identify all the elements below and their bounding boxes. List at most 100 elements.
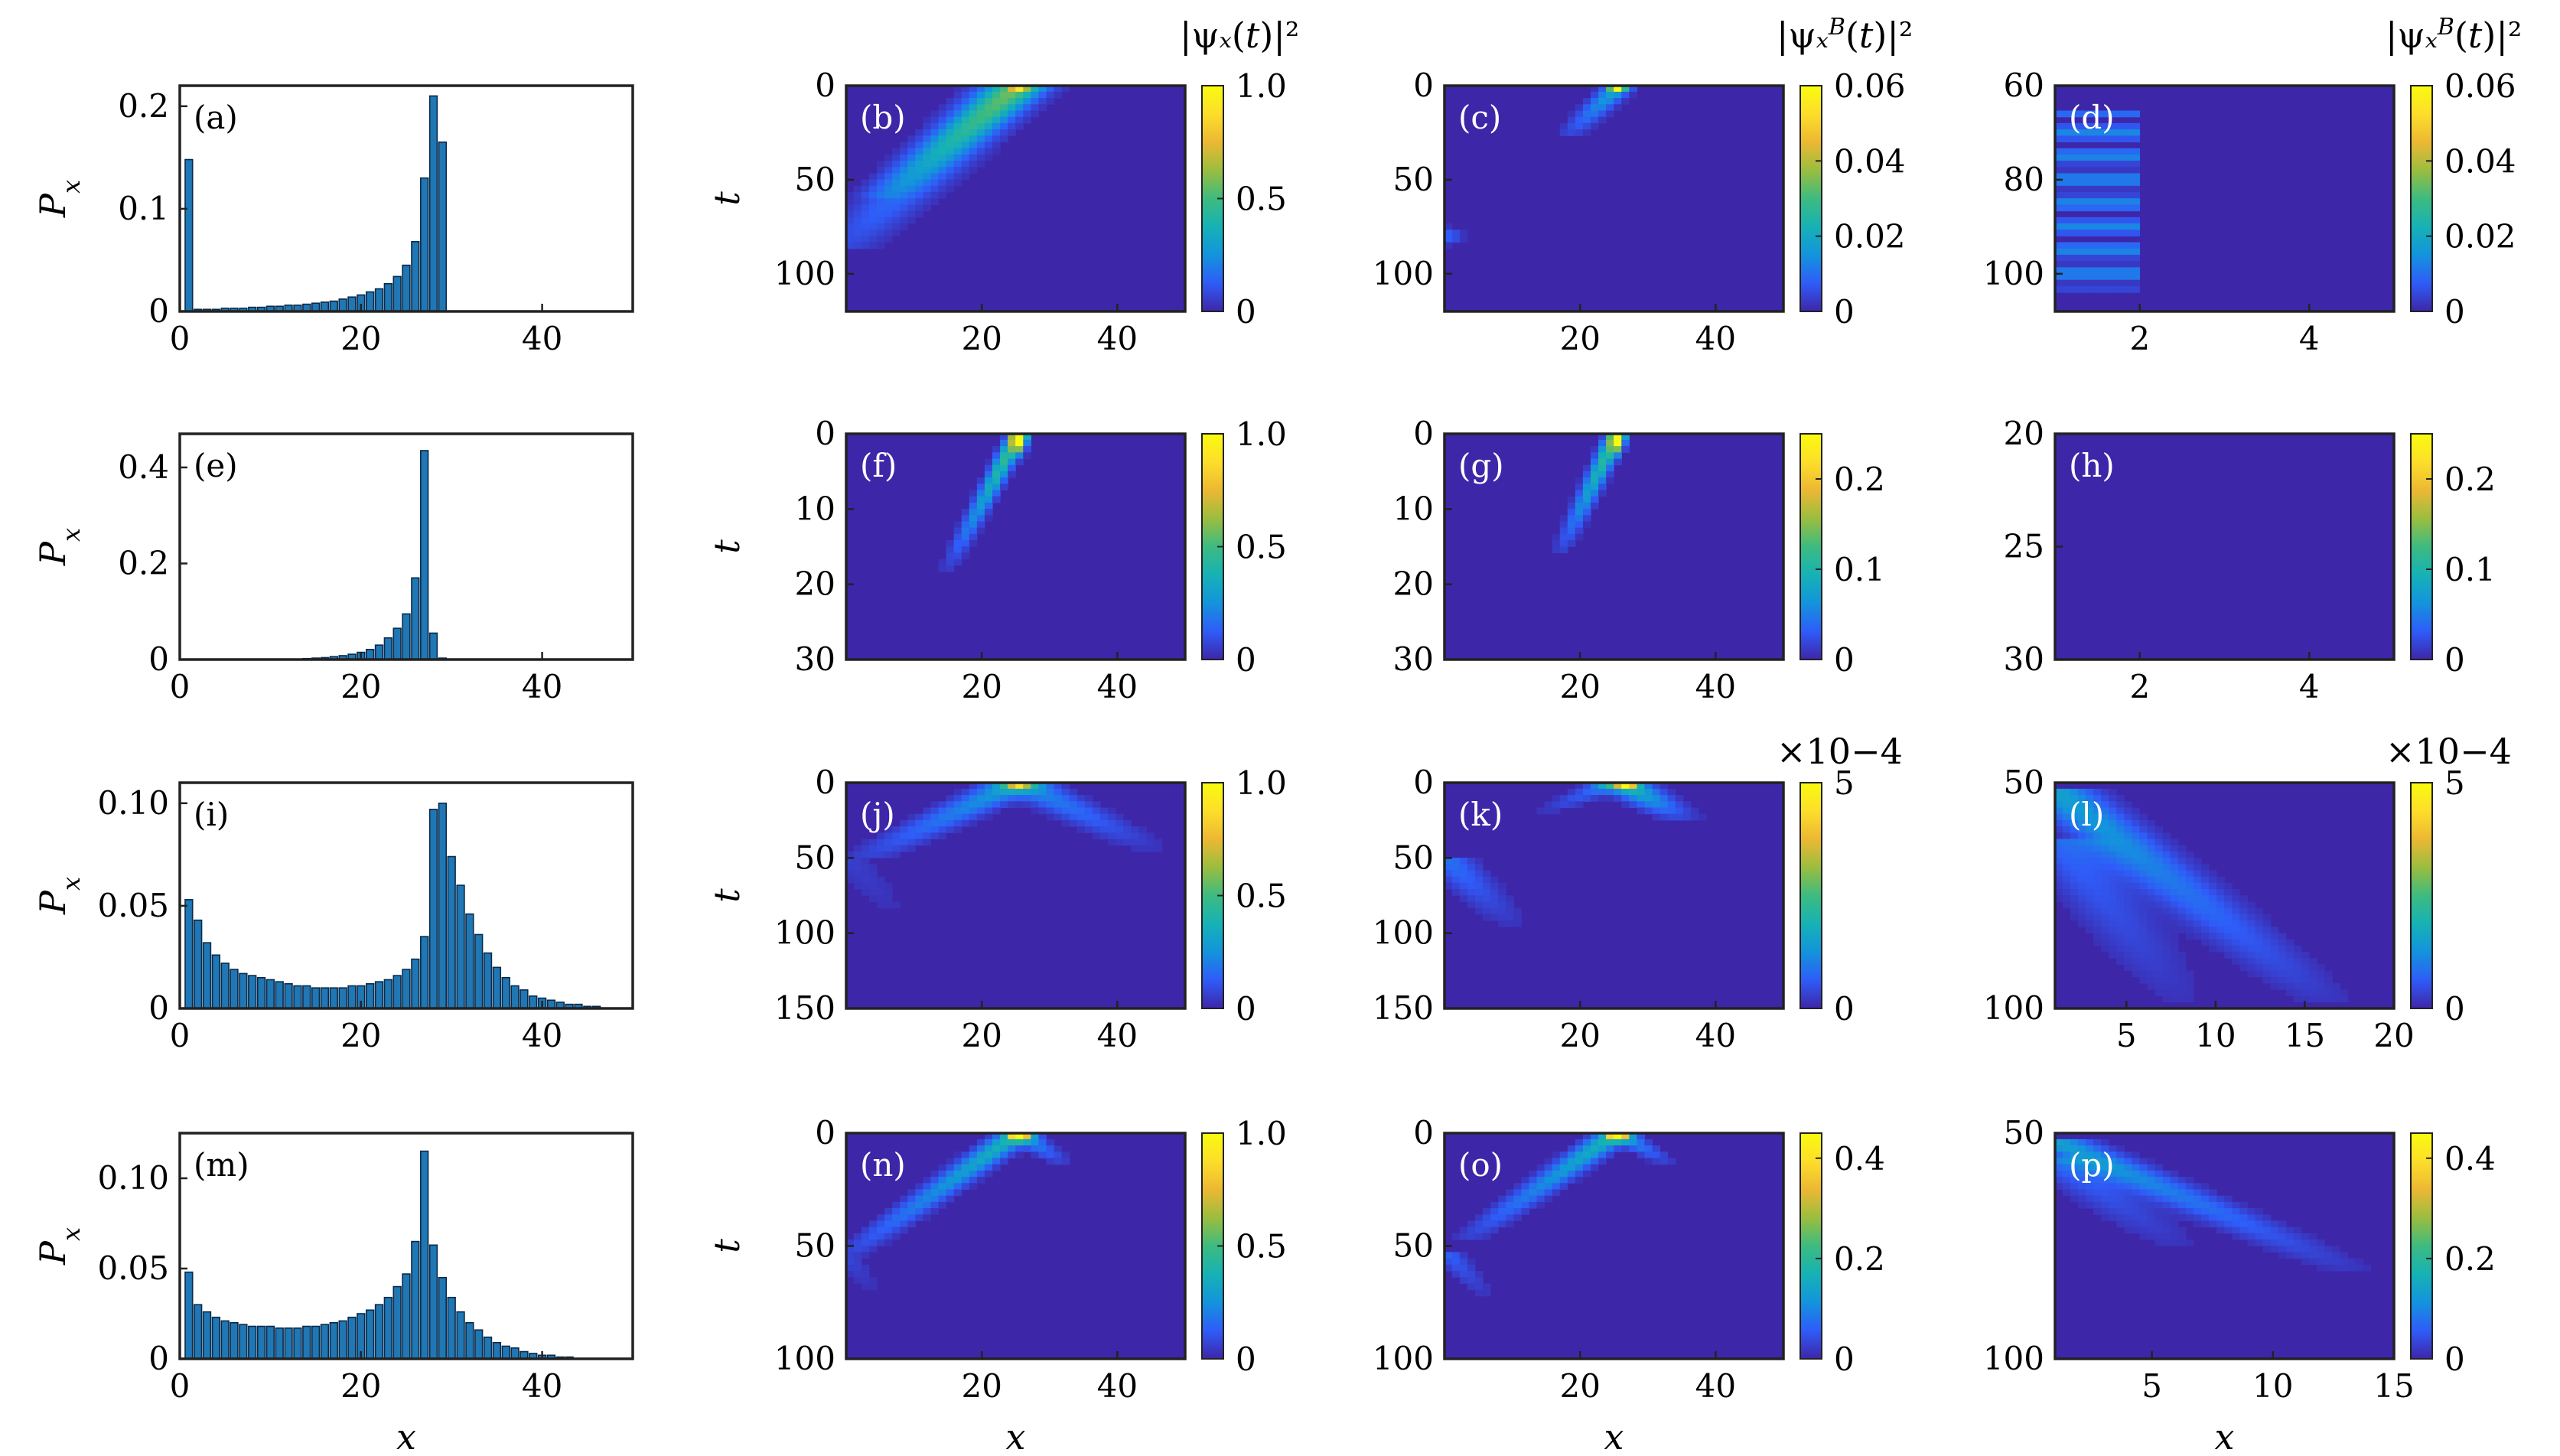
heatmap-cell (2239, 1208, 2249, 1215)
heatmap-cell (1467, 876, 1476, 884)
colorbar-gradient (1799, 1132, 1822, 1360)
heatmap-cell (2070, 285, 2079, 293)
heatmap-cell (2070, 185, 2079, 193)
heatmap-cell (1575, 1164, 1584, 1171)
heatmap-cell (2301, 970, 2310, 978)
heatmap-cell (892, 1220, 901, 1228)
heatmap-cell (2062, 230, 2071, 236)
heatmap-cell (1116, 819, 1124, 827)
x-tick-label: 40 (522, 1017, 562, 1054)
heatmap-cell (1138, 845, 1147, 852)
heatmap-cell (907, 845, 916, 852)
heatmap-cell (946, 179, 955, 187)
heatmap-cell (2293, 1239, 2302, 1246)
heatmap-cell (2147, 1158, 2156, 1165)
heatmap-cell (2155, 1177, 2164, 1184)
heatmap-cell (2132, 901, 2141, 909)
heatmap-cell (2270, 958, 2279, 965)
heatmap-cell (2317, 989, 2325, 996)
heatmap-cell (861, 185, 870, 193)
heatmap-cell (984, 801, 993, 809)
heatmap-cell (853, 1264, 862, 1272)
heatmap-cell (2077, 1183, 2086, 1191)
heatmap-cell (961, 552, 970, 560)
heatmap-cell (907, 826, 916, 833)
heatmap-cell (1614, 458, 1622, 466)
heatmap-cell (992, 122, 1001, 130)
heatmap-cell (2070, 1138, 2079, 1146)
heatmap-cell (2193, 895, 2202, 902)
heatmap-cell (2132, 1226, 2141, 1234)
heatmap-cell (1544, 1164, 1553, 1171)
heatmap-cell (868, 1239, 878, 1246)
heatmap-cell (2116, 945, 2125, 953)
heatmap-cell (2093, 1195, 2102, 1203)
heatmap-cell (892, 851, 901, 858)
heatmap-cell (2062, 279, 2071, 287)
heatmap-cell (2132, 1189, 2141, 1197)
heatmap-cell (2116, 1220, 2125, 1228)
heatmap-cell (2101, 279, 2109, 287)
heatmap-cell (868, 895, 878, 902)
colorbar-p: 00.20.4 (2410, 1132, 2496, 1378)
heatmap-cell (2185, 895, 2194, 902)
heatmap-cell (1575, 104, 1584, 112)
heatmap-cell (845, 210, 855, 218)
heatmap-cell (946, 559, 955, 566)
heatmap-cell (930, 198, 940, 205)
heatmap-cell (1092, 826, 1101, 833)
heatmap-cell (2085, 173, 2094, 181)
heatmap-cell (2116, 1145, 2125, 1152)
heatmap-cell (2070, 217, 2079, 224)
heatmap-cell (1659, 1158, 1669, 1165)
heatmap-cell (868, 889, 878, 896)
heatmap-cell (2101, 882, 2109, 890)
heatmap-cell (1575, 533, 1584, 541)
heatmap-cell (1582, 464, 1591, 472)
heatmap-cell (2124, 895, 2132, 902)
heatmap-cell (2147, 1170, 2156, 1178)
heatmap-cell (907, 167, 916, 174)
heatmap-cell (2147, 964, 2156, 972)
heatmap-cell (2209, 1189, 2217, 1197)
heatmap-cell (2155, 1233, 2164, 1240)
y-tick-label: 0 (1413, 67, 1434, 104)
heatmap-cell (2109, 858, 2117, 865)
colorbar-gradient (2410, 85, 2433, 312)
heatmap-cell (938, 1170, 947, 1178)
heatmap-cell (2162, 901, 2171, 909)
heatmap-cell (2139, 933, 2148, 940)
colorbar-tick-label: 0.06 (2444, 67, 2516, 105)
heatmap-cell (2085, 927, 2094, 933)
bar (483, 952, 493, 1009)
heatmap-cell (2216, 882, 2225, 890)
heatmap-cell (2262, 933, 2272, 940)
heatmap-cell (845, 223, 855, 230)
heatmap-cell (1552, 1170, 1561, 1178)
heatmap-cell (892, 1208, 901, 1215)
heatmap-cell (953, 1151, 962, 1159)
heatmap-cell (2093, 864, 2102, 871)
y-tick-label: 50 (1393, 1227, 1434, 1265)
heatmap-cell (1590, 1145, 1599, 1152)
heatmap-cell (1598, 471, 1607, 478)
heatmap-cell (923, 179, 932, 187)
heatmap-cell (2054, 807, 2063, 815)
heatmap-cell (1598, 439, 1607, 447)
heatmap-cell (1614, 1145, 1622, 1152)
heatmap-cell (976, 801, 985, 809)
heatmap-cell (1521, 1201, 1530, 1209)
heatmap-cell (2101, 273, 2109, 281)
heatmap-cell (2109, 110, 2117, 118)
heatmap-cell (2070, 167, 2079, 174)
heatmap-cell (1529, 1177, 1538, 1184)
heatmap-cell (1015, 782, 1024, 790)
heatmap-cell (2247, 914, 2256, 921)
heatmap-cell (1467, 1264, 1476, 1272)
heatmap-cell (2132, 1201, 2141, 1209)
heatmap-cell (2116, 813, 2125, 821)
heatmap-cell (2185, 927, 2194, 933)
heatmap-cell (2155, 1189, 2164, 1197)
heatmap-cell (1061, 1158, 1070, 1165)
heatmap-cell (2124, 230, 2132, 236)
